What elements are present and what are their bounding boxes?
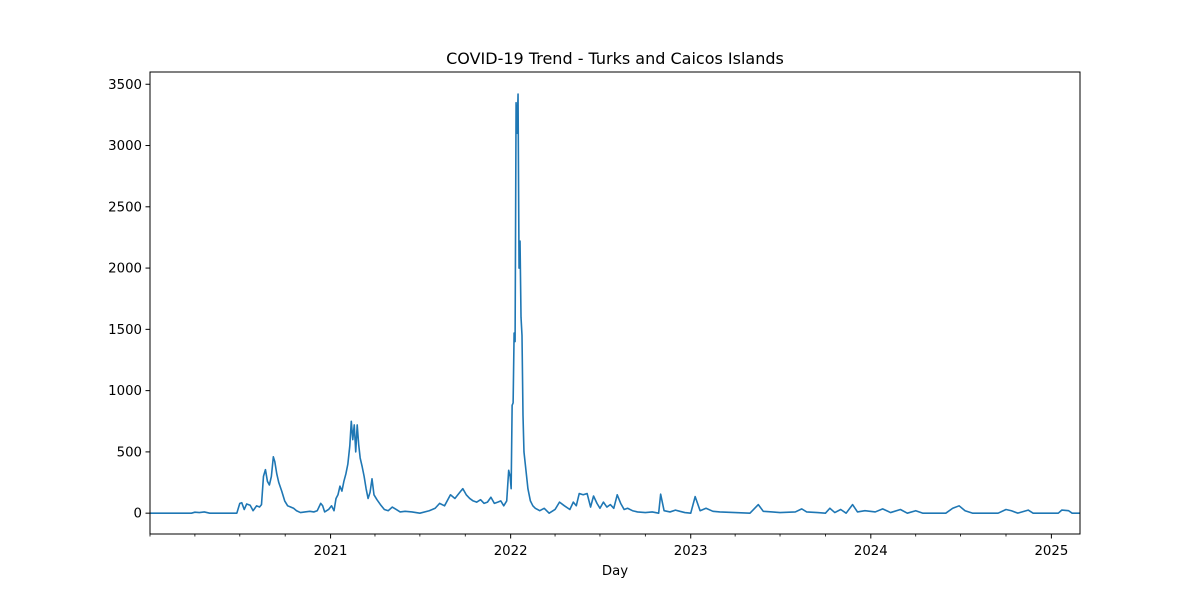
- x-axis-label: Day: [602, 564, 628, 579]
- y-tick-label: 3500: [108, 78, 142, 93]
- x-tick-label: 2025: [1034, 544, 1068, 559]
- y-tick-label: 3000: [108, 139, 142, 154]
- chart-title: COVID-19 Trend - Turks and Caicos Island…: [446, 49, 784, 68]
- x-tick-label: 2023: [674, 544, 708, 559]
- y-tick-label: 500: [117, 445, 142, 460]
- y-tick-label: 0: [134, 507, 142, 522]
- series-line-0: [150, 93, 1080, 514]
- x-tick-label: 2022: [494, 544, 528, 559]
- y-tick-label: 2000: [108, 262, 142, 277]
- y-tick-label: 1000: [108, 384, 142, 399]
- plot-frame: [149, 71, 1081, 535]
- x-tick-label: 2021: [314, 544, 348, 559]
- x-tick-label: 2024: [854, 544, 888, 559]
- y-tick-label: 1500: [108, 323, 142, 338]
- y-tick-label: 2500: [108, 200, 142, 215]
- plot-area: 0 500 1000 1500 2000 2500 3000 3500 2021 2022 2023…: [108, 71, 1081, 559]
